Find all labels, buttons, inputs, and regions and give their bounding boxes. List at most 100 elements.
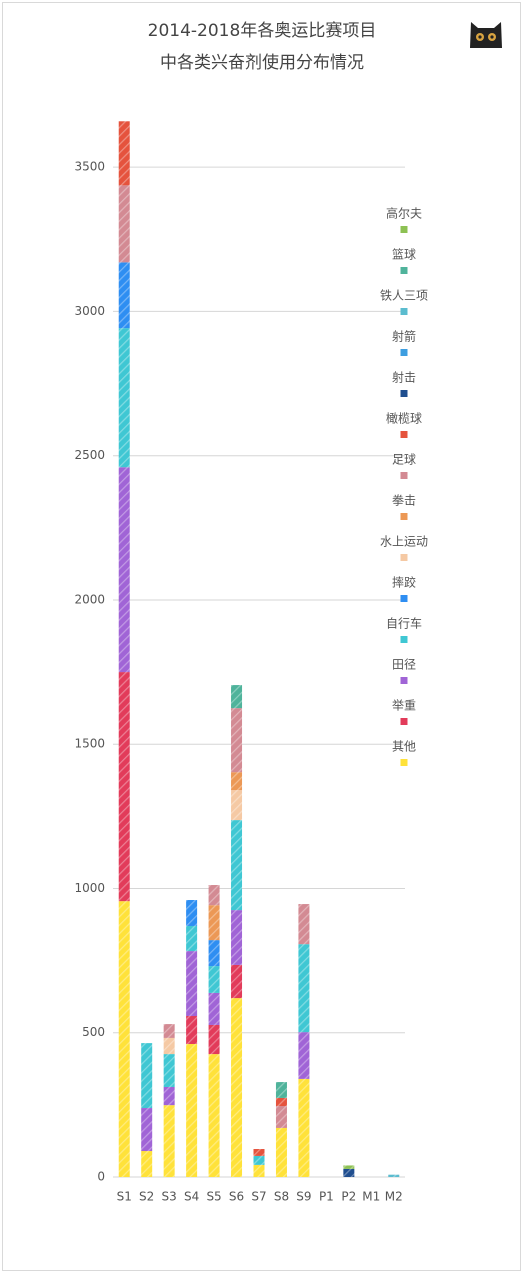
chart-subtitle: 中各类兴奋剂使用分布情况: [160, 52, 364, 73]
bar-segment: [186, 925, 198, 952]
legend-label: 足球: [392, 453, 416, 467]
legend-marker: [400, 349, 408, 356]
legend-label: 射击: [392, 370, 416, 385]
legend-label: 篮球: [392, 247, 416, 262]
bar-segment: [163, 1054, 175, 1087]
bar-segment: [208, 885, 220, 906]
legend-marker: [400, 308, 408, 315]
x-tick-label: M1: [362, 1190, 380, 1204]
bar-segment: [253, 1149, 265, 1156]
x-tick-label: M2: [385, 1190, 403, 1204]
bar-segment: [275, 1106, 287, 1128]
bar-segment: [208, 966, 220, 993]
x-tick-label: S4: [184, 1190, 199, 1204]
bar-segment: [231, 998, 243, 1177]
bar-segment: [231, 790, 243, 821]
y-tick-label: 1500: [74, 737, 105, 751]
legend-marker: [400, 636, 408, 643]
bar-segment: [298, 904, 310, 945]
legend-marker: [400, 595, 408, 602]
legend-label: 射箭: [392, 329, 416, 344]
bar-segment: [118, 328, 130, 468]
bar-segment: [118, 901, 130, 1177]
legend-marker: [400, 267, 408, 274]
y-tick-label: 3500: [74, 160, 105, 174]
chart-title: 2014-2018年各奥运比赛项目: [148, 20, 377, 41]
legend-marker: [400, 390, 408, 397]
x-tick-label: S5: [206, 1190, 221, 1204]
y-tick-label: 3000: [74, 304, 105, 318]
x-tick-label: S6: [229, 1190, 244, 1204]
bar-segment: [253, 1155, 265, 1165]
legend-label: 自行车: [386, 616, 422, 631]
bar-segment: [208, 940, 220, 967]
y-tick-label: 2000: [74, 592, 105, 606]
legend-label: 摔跤: [392, 575, 416, 590]
x-tick-label: S8: [274, 1190, 289, 1204]
bar-segment: [118, 121, 130, 186]
bar-segment: [275, 1082, 287, 1098]
bar-segment: [118, 467, 130, 673]
bar-segment: [298, 1078, 310, 1177]
x-tick-label: S1: [117, 1190, 132, 1204]
bar-segment: [141, 1151, 153, 1177]
legend-marker: [400, 759, 408, 766]
bar-segment: [231, 685, 243, 709]
legend-marker: [400, 718, 408, 725]
x-tick-label: S3: [162, 1190, 177, 1204]
bar-segment: [163, 1037, 175, 1055]
bar-segment: [186, 1016, 198, 1044]
legend-label: 田径: [392, 658, 416, 672]
bar-segment: [343, 1168, 355, 1177]
x-tick-label: S7: [251, 1190, 266, 1204]
y-tick-label: 500: [82, 1025, 105, 1039]
bar-segment: [141, 1043, 153, 1109]
bar-segment: [231, 772, 243, 791]
x-tick-label: S2: [139, 1190, 154, 1204]
bar-segment: [208, 1054, 220, 1177]
bar-segment: [231, 910, 243, 965]
bar-segment: [118, 262, 130, 329]
x-tick-label: P1: [319, 1190, 334, 1204]
legend-label: 铁人三项: [380, 289, 428, 303]
legend-marker: [400, 431, 408, 438]
legend-label: 拳击: [392, 493, 416, 508]
x-tick-label: P2: [341, 1190, 356, 1204]
bar-segment: [231, 708, 243, 773]
bar-segment: [118, 185, 130, 263]
bar-segment: [163, 1105, 175, 1177]
bar-segment: [186, 900, 198, 926]
bar-segment: [253, 1164, 265, 1177]
y-tick-label: 0: [97, 1170, 105, 1184]
legend-marker: [400, 513, 408, 520]
bar-segment: [298, 944, 310, 1033]
bar-segment: [208, 992, 220, 1025]
owl-icon: [470, 22, 502, 48]
bar-segment: [186, 951, 198, 1017]
legend-label: 高尔夫: [386, 206, 422, 221]
bar-segment: [343, 1165, 355, 1169]
x-tick-label: S9: [296, 1190, 311, 1204]
legend-marker: [400, 677, 408, 684]
bar-segment: [275, 1127, 287, 1177]
bar-segment: [231, 964, 243, 999]
bar-segment: [141, 1108, 153, 1152]
bar-segment: [298, 1032, 310, 1079]
bar-segment: [388, 1174, 400, 1177]
bar-segment: [275, 1097, 287, 1107]
bar-segment: [163, 1086, 175, 1106]
legend-marker: [400, 554, 408, 561]
y-tick-label: 2500: [74, 448, 105, 462]
legend-label: 举重: [392, 699, 416, 713]
legend-marker: [400, 226, 408, 233]
legend-label: 水上运动: [380, 535, 428, 549]
legend-label: 橄榄球: [386, 411, 422, 426]
legend-label: 其他: [392, 740, 416, 754]
bar-segment: [208, 905, 220, 941]
y-tick-label: 1000: [74, 881, 105, 895]
legend-marker: [400, 472, 408, 479]
bar-segment: [186, 1043, 198, 1177]
bar-segment: [163, 1024, 175, 1038]
